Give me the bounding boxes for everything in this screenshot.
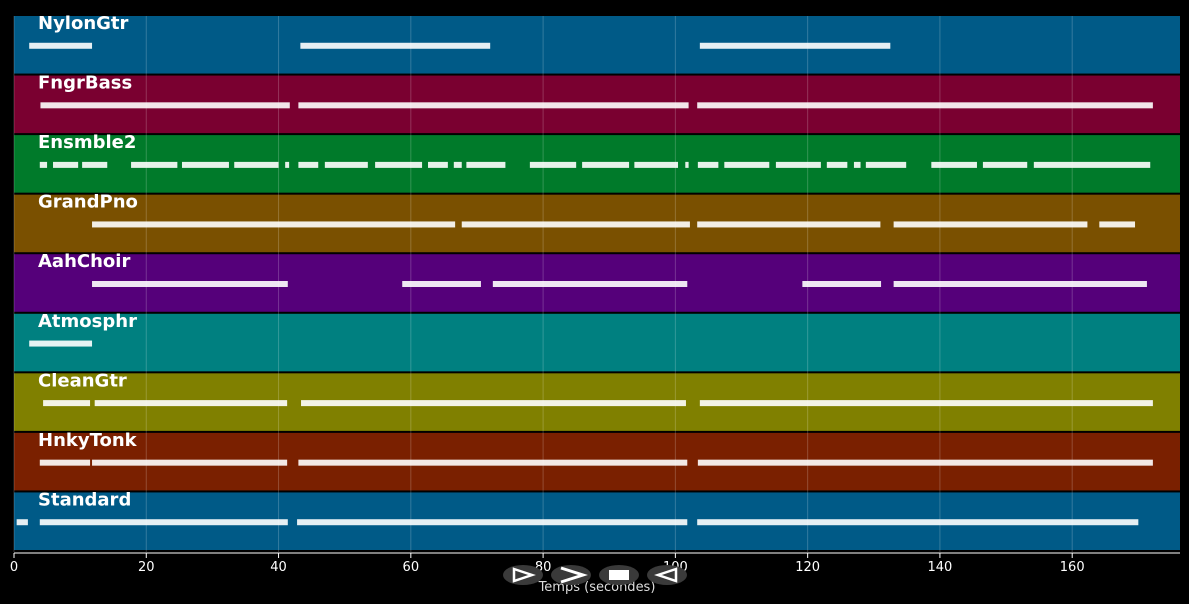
x-axis: 020406080100120140160 — [10, 552, 1180, 575]
note-span — [39, 519, 288, 526]
note-span — [685, 161, 689, 168]
track-lane — [14, 313, 1180, 372]
x-tick-label: 20 — [138, 560, 155, 575]
note-span — [181, 161, 229, 168]
track-name: Ensmble2 — [38, 132, 136, 153]
note-span — [375, 161, 423, 168]
note-span — [697, 102, 1153, 109]
x-tick-label: 160 — [1060, 560, 1085, 575]
note-span — [697, 161, 719, 168]
note-span — [865, 161, 907, 168]
play-button[interactable] — [503, 565, 543, 585]
note-span — [92, 459, 288, 466]
track-name: HnkyTonk — [38, 430, 138, 451]
note-span — [300, 42, 491, 49]
note-span — [92, 221, 456, 228]
x-axis-label: Temps (secondes) — [538, 580, 656, 595]
note-span — [29, 340, 93, 347]
note-span — [131, 161, 178, 168]
note-span — [92, 281, 288, 287]
note-span — [298, 459, 688, 466]
note-span — [43, 400, 91, 407]
note-span — [697, 519, 1139, 526]
note-span — [53, 161, 79, 168]
note-span — [297, 519, 688, 526]
note-span — [402, 281, 481, 287]
note-span — [826, 161, 848, 168]
note-span — [461, 221, 690, 228]
back-button[interactable] — [647, 565, 687, 585]
note-span — [39, 161, 48, 168]
note-span — [492, 281, 688, 287]
note-span — [853, 161, 861, 168]
note-span — [94, 400, 288, 407]
note-span — [582, 161, 630, 168]
note-span — [324, 161, 368, 168]
note-span — [893, 281, 1147, 287]
x-tick-label: 60 — [403, 560, 420, 575]
note-span — [466, 161, 506, 168]
track-name: Standard — [38, 489, 131, 510]
note-span — [428, 161, 448, 168]
note-span — [699, 400, 1153, 407]
note-span — [40, 102, 290, 109]
note-span — [982, 161, 1028, 168]
note-span — [775, 161, 821, 168]
note-span — [1033, 161, 1151, 168]
note-span — [634, 161, 679, 168]
note-span — [893, 221, 1088, 228]
tracks: NylonGtr FngrBass Ensmble2 GrandPno AahChoir… — [13, 13, 1180, 552]
track-name: CleanGtr — [38, 370, 127, 391]
x-tick-label: 120 — [795, 560, 820, 575]
track-name: FngrBass — [38, 73, 132, 94]
note-span — [802, 281, 882, 287]
playback-controls — [503, 565, 687, 585]
x-tick-label: 0 — [10, 560, 18, 575]
track-name: NylonGtr — [38, 13, 129, 34]
x-tick-label: 140 — [928, 560, 953, 575]
track-name: GrandPno — [38, 192, 138, 213]
note-span — [285, 161, 290, 168]
note-span — [16, 519, 28, 526]
x-tick-label: 40 — [270, 560, 287, 575]
note-span — [697, 459, 1153, 466]
note-span — [1099, 221, 1136, 228]
forward-button[interactable] — [551, 565, 591, 585]
stop-button[interactable] — [599, 565, 639, 585]
note-span — [234, 161, 279, 168]
note-span — [298, 102, 689, 109]
note-span — [301, 400, 686, 407]
note-span — [453, 161, 462, 168]
track-name: AahChoir — [38, 251, 130, 272]
note-span — [29, 42, 93, 49]
note-span — [931, 161, 977, 168]
note-span — [697, 221, 881, 228]
note-span — [82, 161, 108, 168]
track-name: Atmosphr — [38, 311, 137, 332]
note-span — [724, 161, 770, 168]
note-span — [298, 161, 319, 168]
track-lane — [14, 16, 1180, 74]
note-span — [529, 161, 577, 168]
note-span — [699, 42, 891, 49]
note-span — [39, 459, 91, 466]
